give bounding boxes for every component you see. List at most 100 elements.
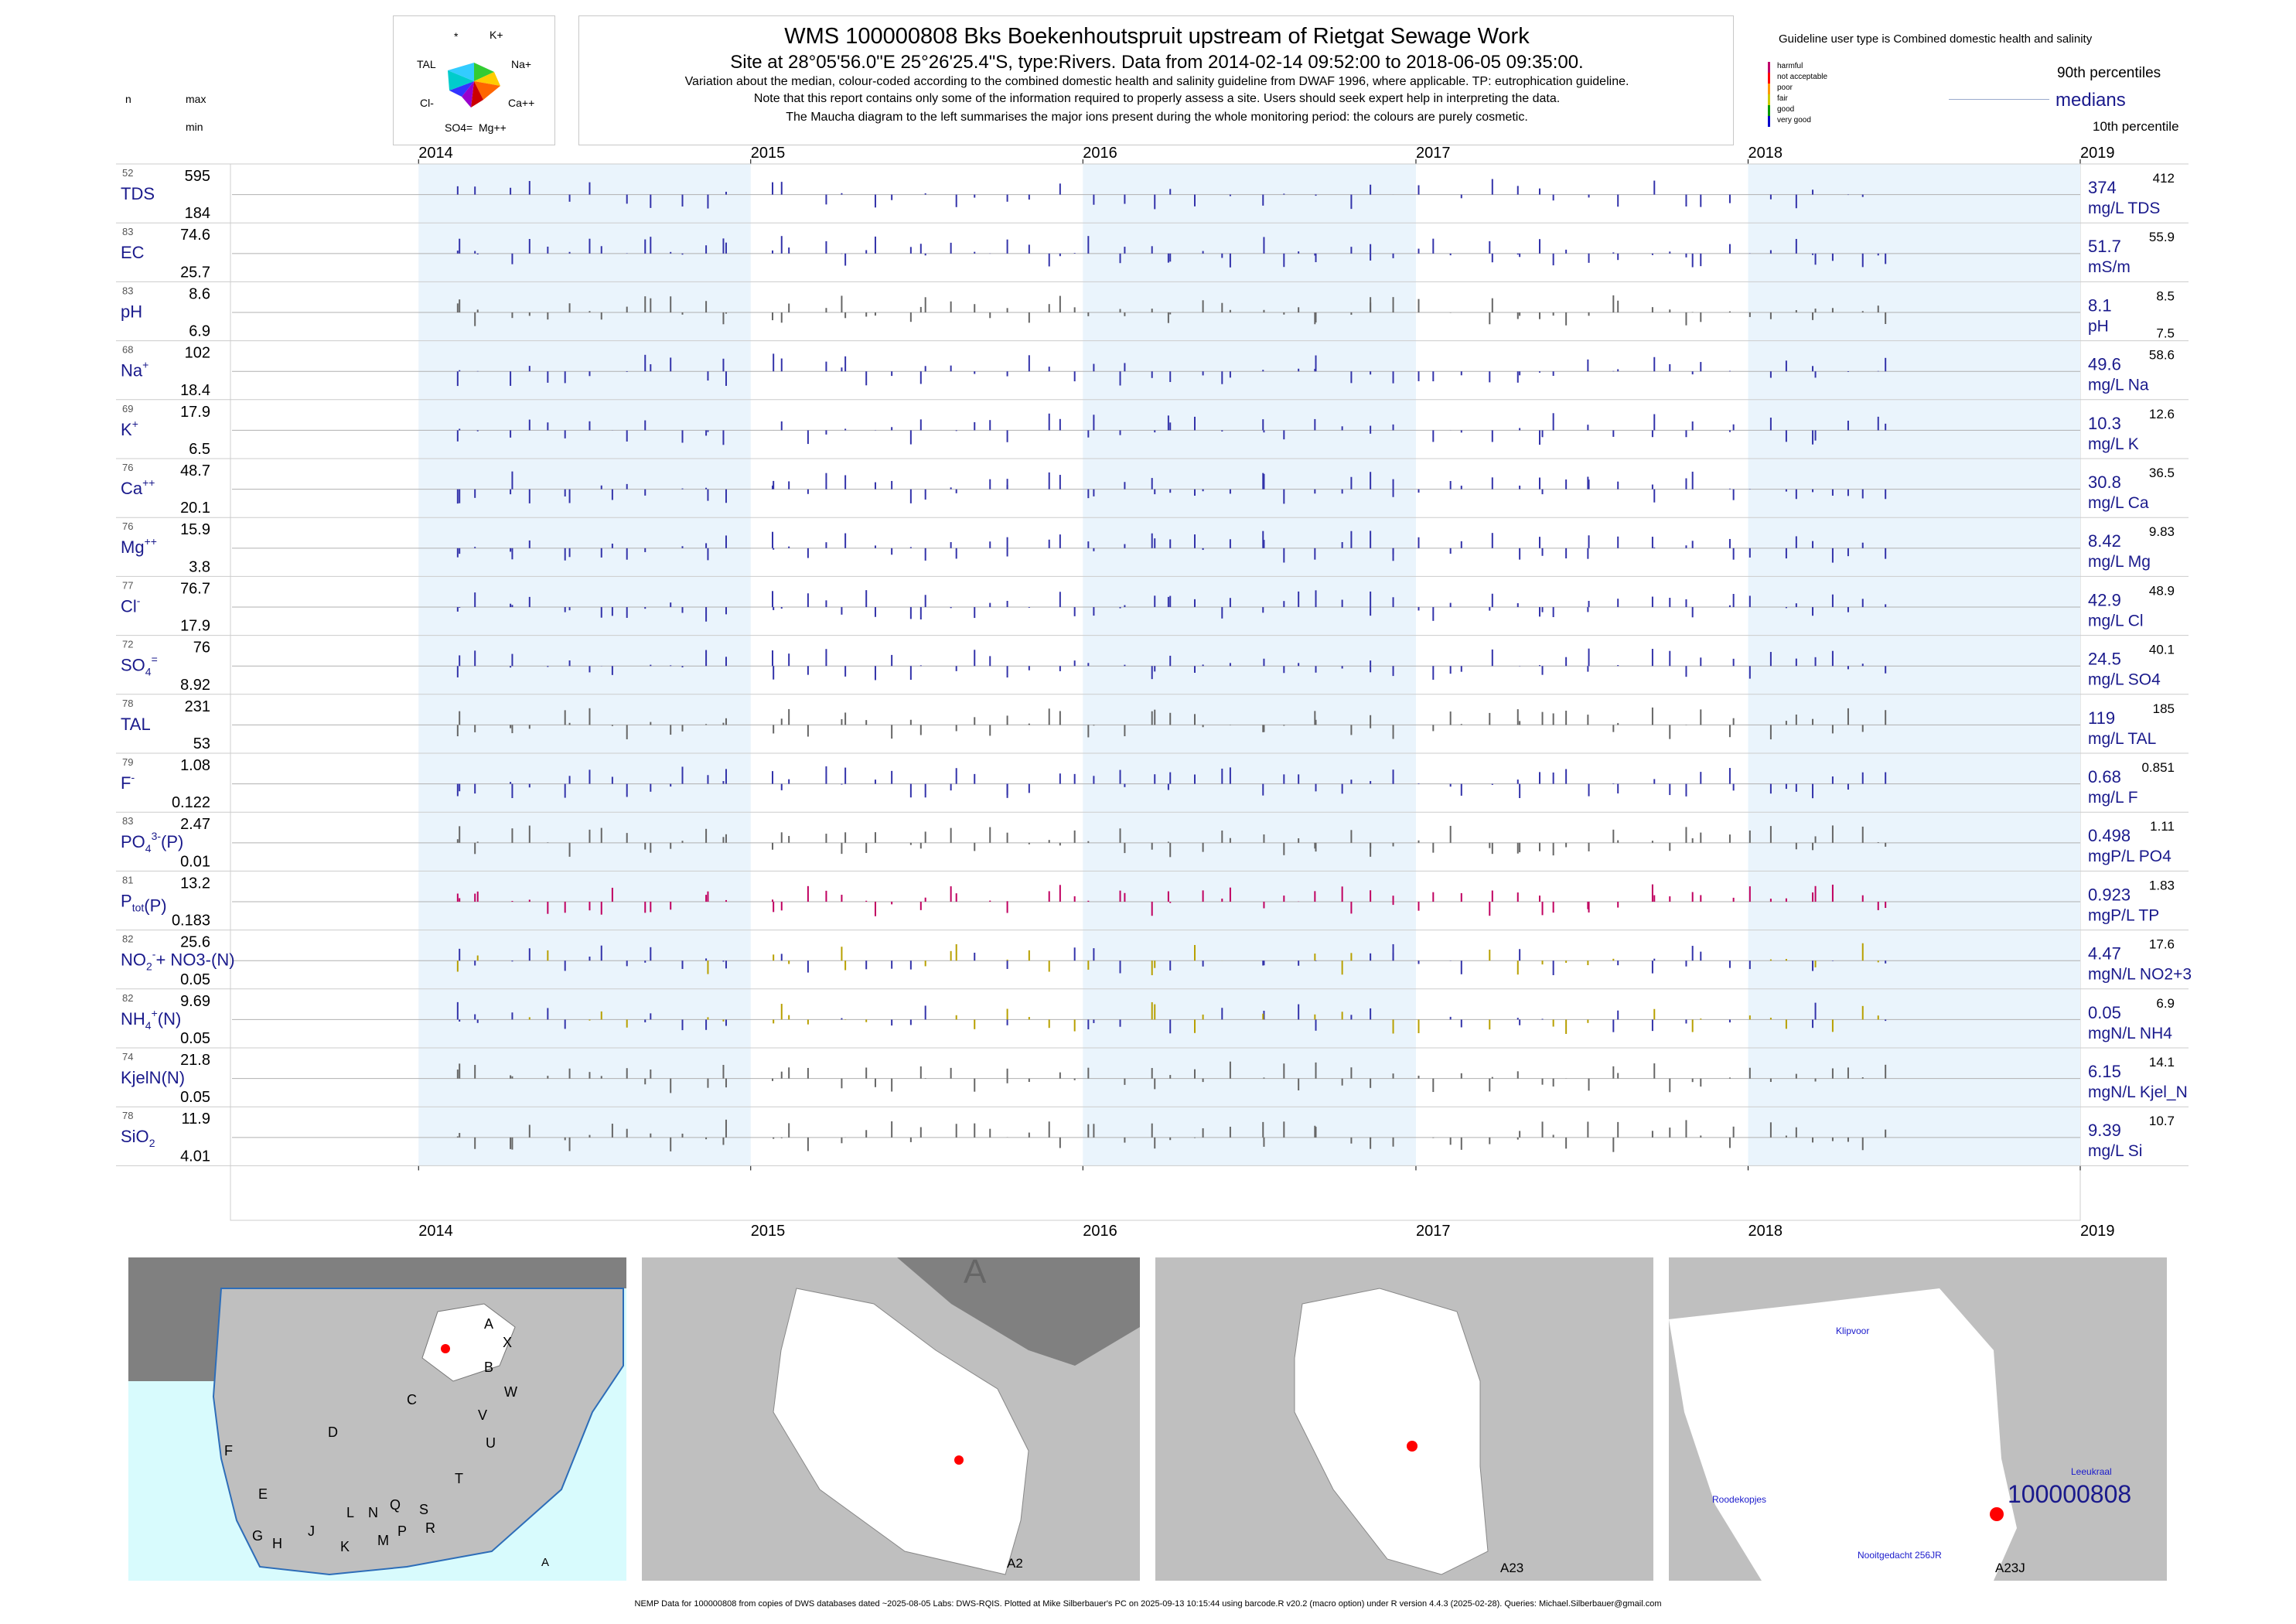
- row-median-Kjel: 6.15: [2088, 1062, 2121, 1081]
- row-label-F: F-: [121, 771, 135, 793]
- row-p90-Na: 58.6: [2149, 348, 2175, 363]
- row-p90-NO3: 17.6: [2149, 937, 2175, 952]
- map-a23: A23: [1155, 1257, 1653, 1581]
- map1-letter-k: K: [340, 1539, 350, 1554]
- row-p90-pH: 8.5: [2156, 288, 2175, 303]
- row-label-pH: pH: [121, 302, 142, 321]
- row-median-TP: 0.923: [2088, 885, 2131, 904]
- row-unit-EC: mS/m: [2088, 258, 2131, 276]
- map1-letter-w: W: [504, 1384, 517, 1400]
- map1-letter-l: L: [346, 1505, 355, 1520]
- maucha-label-4: Cl-: [420, 97, 434, 109]
- row-p90-Cl: 48.9: [2149, 583, 2175, 598]
- row-label-Ca: Ca++: [121, 476, 155, 498]
- row-p10-pH: 7.5: [2156, 326, 2175, 340]
- map4-place-nooitgedacht: Nooitgedacht 256JR: [1858, 1550, 1942, 1561]
- guideline-level-5: very good: [1777, 116, 1811, 125]
- row-p90-TP: 1.83: [2149, 878, 2175, 892]
- row-p90-PO4: 1.11: [2150, 819, 2175, 834]
- row-n-EC: 83: [122, 226, 133, 237]
- row-label-Mg: Mg++: [121, 535, 157, 557]
- row-p90-SiO2: 10.7: [2149, 1114, 2175, 1128]
- report-note-1: Variation about the median, colour-coded…: [684, 75, 1629, 88]
- maucha-label-7: Mg++: [479, 121, 507, 134]
- row-max-Cl: 76.7: [180, 580, 210, 597]
- header-max: max: [186, 93, 206, 105]
- row-min-NO3: 0.05: [180, 971, 210, 988]
- map1-letter-a: A: [484, 1316, 494, 1332]
- row-min-TAL: 53: [193, 735, 210, 752]
- row-unit-K: mg/L K: [2088, 435, 2139, 453]
- row-max-PO4: 2.47: [180, 816, 210, 833]
- row-unit-Na: mg/L Na: [2088, 377, 2149, 394]
- row-max-Ca: 48.7: [180, 462, 210, 479]
- row-unit-TAL: mg/L TAL: [2088, 730, 2156, 748]
- row-label-Kjel: KjelN(N): [121, 1068, 185, 1087]
- legend-medians: medians: [2055, 90, 2126, 111]
- map4-panel-label: A23J: [1995, 1561, 2025, 1575]
- maucha-label-6: SO4=: [445, 121, 473, 134]
- row-unit-TP: mgP/L TP: [2088, 906, 2159, 924]
- year-label-bottom-2014: 2014: [418, 1223, 453, 1237]
- row-max-SiO2: 11.9: [182, 1111, 210, 1128]
- row-n-K: 69: [122, 403, 133, 415]
- map3-panel-label: A23: [1500, 1561, 1524, 1575]
- row-median-TAL: 119: [2088, 708, 2115, 728]
- row-median-NO3: 4.47: [2088, 944, 2121, 964]
- row-median-Ca: 30.8: [2088, 473, 2121, 492]
- map1-letter-r: R: [425, 1520, 435, 1536]
- legend-median-line: [1949, 99, 2049, 100]
- row-label-EC: EC: [121, 243, 145, 262]
- row-min-PO4: 0.01: [180, 853, 210, 870]
- row-median-EC: 51.7: [2088, 237, 2121, 256]
- year-label-bottom-2016: 2016: [1083, 1223, 1117, 1237]
- map1-letter-h: H: [272, 1536, 282, 1551]
- map1-letter-s: S: [419, 1502, 429, 1517]
- row-p90-Mg: 9.83: [2149, 524, 2175, 539]
- row-n-PO4: 83: [122, 815, 133, 827]
- row-median-NH4: 0.05: [2088, 1003, 2121, 1022]
- header-n: n: [125, 93, 131, 105]
- row-max-Mg: 15.9: [180, 521, 210, 538]
- row-label-NH4: NH4+(N): [121, 1007, 181, 1032]
- map1-letter-m: M: [377, 1533, 389, 1548]
- row-unit-pH: pH: [2088, 317, 2109, 335]
- guideline-level-4: good: [1777, 105, 1795, 114]
- row-label-Cl: Cl-: [121, 594, 141, 616]
- map1-letter-u: U: [486, 1435, 496, 1451]
- maucha-diagram: * K+ TAL Na+ Cl- Ca++ SO4= Mg++: [393, 15, 555, 145]
- row-max-EC: 74.6: [180, 227, 210, 244]
- row-p90-NH4: 6.9: [2156, 996, 2175, 1011]
- row-unit-SiO2: mg/L Si: [2088, 1142, 2142, 1160]
- row-max-F: 1.08: [180, 757, 210, 774]
- guideline-level-0: harmful: [1777, 62, 1803, 70]
- row-min-EC: 25.7: [180, 264, 210, 281]
- row-max-pH: 8.6: [189, 285, 210, 302]
- map1-letter-t: T: [455, 1471, 463, 1486]
- row-n-TP: 81: [122, 874, 133, 885]
- row-max-Na: 102: [185, 345, 210, 362]
- footer-note: NEMP Data for 100000808 from copies of D…: [634, 1599, 1662, 1609]
- report-note-3: The Maucha diagram to the left summarise…: [786, 111, 1528, 124]
- row-n-F: 79: [122, 756, 133, 768]
- map1-panel-label: A: [541, 1556, 550, 1569]
- map1-letter-v: V: [478, 1407, 488, 1423]
- shade-2016: [1083, 164, 1416, 1166]
- map-a23j: Klipvoor Leeukraal Roodekopjes Nooitgeda…: [1669, 1257, 2167, 1581]
- row-median-SO4: 24.5: [2088, 650, 2121, 669]
- row-max-TDS: 595: [185, 168, 210, 185]
- report-subtitle: Site at 28°05'56.0"E 25°26'25.4"S, type:…: [730, 52, 1584, 73]
- row-min-TP: 0.183: [172, 913, 210, 930]
- row-min-Cl: 17.9: [180, 618, 210, 635]
- row-n-pH: 83: [122, 285, 133, 296]
- row-n-Na: 68: [122, 344, 133, 356]
- row-p90-Kjel: 14.1: [2149, 1055, 2175, 1070]
- map-a23-svg: [1155, 1257, 1653, 1581]
- row-p90-TAL: 185: [2153, 701, 2175, 716]
- guideline-swatch-5: [1768, 116, 1770, 127]
- row-min-SiO2: 4.01: [180, 1148, 210, 1165]
- map1-letter-q: Q: [390, 1497, 401, 1513]
- row-min-F: 0.122: [172, 794, 210, 811]
- row-p90-SO4: 40.1: [2149, 643, 2175, 657]
- row-median-K: 10.3: [2088, 414, 2121, 433]
